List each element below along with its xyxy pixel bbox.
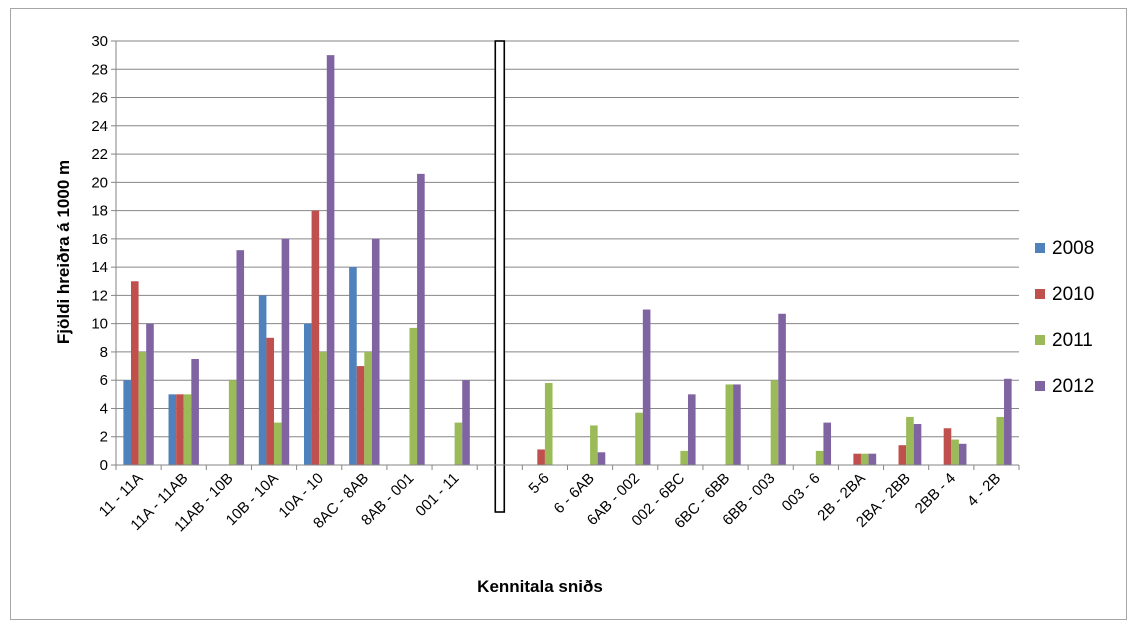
y-tick-label: 12 — [91, 287, 108, 304]
legend-swatch-2008 — [1035, 243, 1045, 253]
bar-2012-14 — [778, 313, 786, 465]
bar-2008-0 — [123, 380, 131, 465]
bar-2011-10 — [590, 425, 598, 465]
y-tick-label: 22 — [91, 146, 108, 163]
bar-2011-0 — [138, 351, 147, 465]
bar-2012-6 — [417, 173, 425, 465]
bar-2012-3 — [281, 238, 290, 465]
y-tick-label: 20 — [91, 174, 108, 191]
y-tick-label: 6 — [100, 372, 108, 389]
legend-swatch-2010 — [1035, 289, 1045, 299]
bar-2012-17 — [913, 424, 922, 465]
bar-2012-19 — [1004, 378, 1012, 465]
grid-lines — [116, 40, 1019, 438]
bar-2011-7 — [454, 422, 463, 465]
bar-2012-12 — [687, 394, 696, 465]
bar-2008-5 — [349, 267, 357, 465]
bar-2008-1 — [168, 394, 177, 465]
y-tick-label: 24 — [91, 118, 108, 135]
bar-2012-4 — [326, 55, 335, 466]
x-tick-label: 003 - 6 — [779, 470, 824, 515]
bar-2008-3 — [258, 295, 267, 465]
bar-2012-0 — [146, 323, 154, 465]
x-tick-label: 2BB - 4 — [912, 470, 959, 517]
bar-2012-18 — [958, 443, 967, 465]
bar-2011-13 — [725, 384, 734, 465]
y-tick-label: 18 — [91, 203, 108, 220]
bar-2011-15 — [815, 450, 824, 465]
axes — [115, 41, 1020, 470]
bar-2011-6 — [409, 327, 418, 465]
bar-2011-16 — [860, 453, 869, 465]
y-tick-label: 4 — [100, 400, 108, 417]
y-tick-label: 16 — [91, 231, 108, 248]
bar-2010-4 — [311, 210, 320, 465]
bar-2012-2 — [236, 250, 245, 465]
x-axis-title: Kennitala sniðs — [477, 577, 603, 596]
bar-2012-1 — [191, 359, 199, 465]
y-tick-label: 2 — [100, 429, 108, 446]
bar-2010-9 — [537, 449, 545, 465]
bar-2011-2 — [228, 380, 237, 465]
bar-2011-19 — [996, 416, 1005, 465]
legend-label-2010: 2010 — [1052, 284, 1094, 305]
bar-2011-9 — [544, 383, 553, 465]
bar-2012-10 — [597, 452, 606, 465]
y-tick-label: 30 — [91, 33, 108, 50]
bar-2010-1 — [176, 394, 184, 465]
bar-2010-17 — [898, 445, 907, 465]
y-tick-label: 28 — [91, 61, 108, 78]
bar-2008-4 — [303, 323, 312, 465]
bar-2011-12 — [680, 450, 688, 465]
bar-2010-5 — [356, 366, 365, 465]
x-tick-label: 4 - 2B — [964, 470, 1004, 510]
bar-2011-11 — [635, 412, 643, 465]
bar-2010-16 — [853, 453, 861, 465]
legend: 2008 2010 2011 2012 — [1035, 238, 1094, 397]
y-tick-label: 0 — [100, 457, 108, 474]
legend-label-2012: 2012 — [1052, 376, 1094, 397]
bar-2010-3 — [266, 337, 275, 465]
bar-2012-16 — [868, 453, 877, 465]
y-axis-title: Fjöldi hreiðra á 1000 m — [54, 160, 73, 344]
chart-frame — [10, 8, 1127, 620]
legend-swatch-2011 — [1035, 335, 1045, 345]
legend-label-2011: 2011 — [1052, 330, 1093, 351]
bar-2012-7 — [462, 380, 470, 465]
bar-2011-4 — [319, 351, 327, 465]
separator-bar — [494, 40, 506, 513]
x-tick-label: 5-6 — [525, 470, 552, 497]
y-tick-label: 26 — [91, 90, 108, 107]
bar-2011-1 — [183, 394, 192, 465]
legend-swatch-2012 — [1035, 381, 1045, 391]
bar-2011-14 — [770, 380, 779, 465]
bar-2010-0 — [130, 281, 139, 465]
bar-2012-11 — [642, 309, 651, 465]
bar-2012-5 — [371, 238, 380, 465]
x-tick-label: 001 - 11 — [412, 470, 462, 520]
y-tick-label: 14 — [91, 259, 108, 276]
bar-2011-17 — [906, 416, 914, 465]
bar-2011-3 — [274, 422, 282, 465]
legend-label-2008: 2008 — [1052, 238, 1094, 259]
bar-2011-18 — [951, 439, 959, 465]
bar-2010-18 — [943, 428, 952, 465]
y-tick-label: 10 — [91, 316, 108, 333]
bar-2012-15 — [823, 422, 832, 465]
bar-2012-13 — [733, 384, 741, 465]
bar-2011-5 — [364, 351, 372, 465]
y-tick-label: 8 — [100, 344, 108, 361]
bars — [123, 40, 1012, 513]
